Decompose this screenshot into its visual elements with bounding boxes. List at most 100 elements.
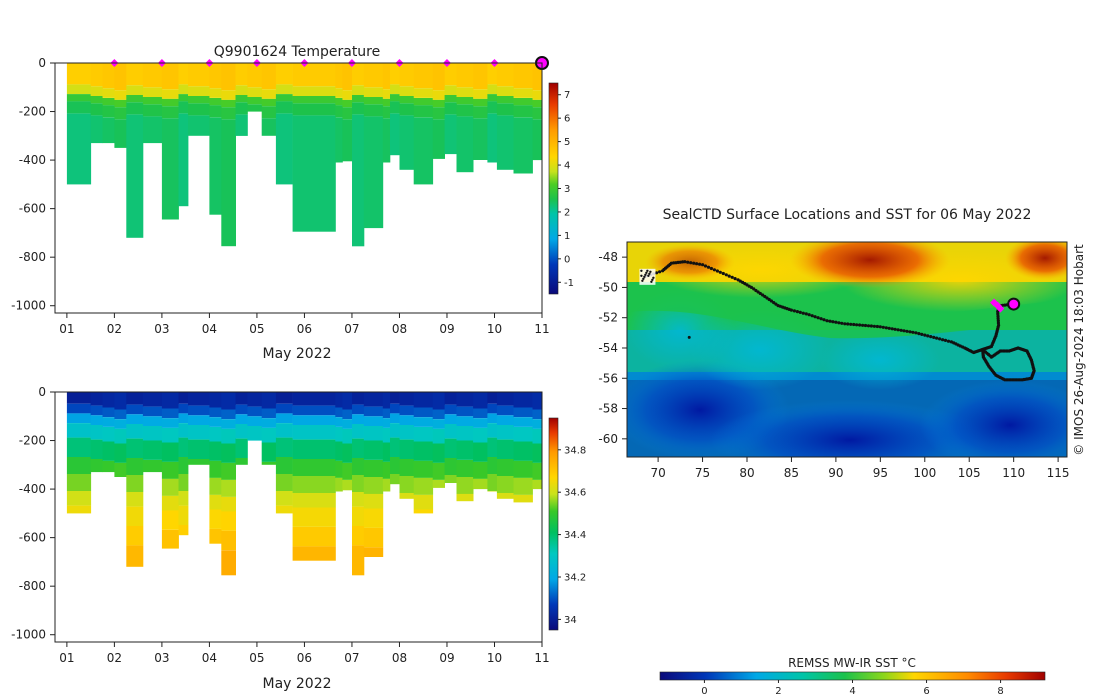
temperature-x-axis: 01 02 03 04 05 06 07 08 09 10 11	[59, 313, 550, 336]
temperature-cell-1-3	[90, 103, 103, 116]
salinity-cell-11-4	[235, 438, 248, 458]
seal-track-point	[899, 328, 903, 332]
seal-track-point	[801, 311, 805, 315]
seal-track-point	[813, 315, 817, 319]
salinity-cell-9-2	[209, 417, 222, 427]
salinity-cell-6-9	[161, 529, 179, 549]
salinity-cell-1-4	[90, 439, 103, 459]
salinity-cell-27-3	[473, 427, 488, 443]
salinity-cell-29-5	[496, 459, 514, 476]
temperature-cell-17-3	[342, 107, 353, 120]
salinity-cell-28-6	[487, 474, 498, 491]
salinity-cell-8-5	[188, 459, 210, 465]
salinity-cell-17-5	[342, 462, 353, 480]
seal-track-point	[875, 324, 880, 329]
salinity-cell-17-6	[342, 479, 353, 491]
salinity-cell-19-8	[363, 508, 384, 528]
temperature-x-tick-label: 02	[107, 322, 122, 336]
temperature-colorbar-tick-label: 6	[564, 114, 570, 125]
temperature-cell-28-0	[487, 63, 498, 85]
salinity-cell-7-0	[178, 392, 189, 404]
seal-track-point	[866, 324, 871, 328]
temperature-cell-8-1	[188, 86, 210, 96]
temperature-colorbar-tick-label: 4	[564, 161, 570, 172]
salinity-cell-21-5	[390, 457, 400, 474]
salinity-cell-0-0	[66, 392, 92, 404]
seal-track-point	[686, 260, 690, 264]
sst-colorbar-tick-label: 4	[849, 686, 855, 697]
temperature-cell-14-0	[275, 63, 293, 85]
track-start-point	[640, 274, 643, 277]
seal-track-point	[881, 325, 885, 329]
seal-track-point	[929, 335, 933, 339]
temperature-cell-23-1	[413, 88, 434, 98]
salinity-cell-16-5	[335, 460, 343, 478]
seal-track-point	[816, 316, 820, 320]
salinity-cell-22-1	[399, 405, 415, 416]
seal-track-point	[749, 285, 754, 289]
salinity-x-tick-label: 03	[154, 651, 169, 665]
temperature-cell-14-2	[275, 94, 293, 102]
seal-track-point	[878, 325, 882, 329]
map-x-tick-label: 110	[1002, 466, 1025, 480]
salinity-y-tick-label: -200	[19, 434, 46, 448]
salinity-cell-7-7	[178, 491, 189, 506]
seal-track-point	[689, 261, 693, 265]
temperature-cell-8-4	[188, 115, 210, 136]
salinity-colorbar-tick-label: 34	[564, 615, 577, 626]
temperature-title: Q9901624 Temperature	[214, 44, 381, 60]
salinity-cell-22-3	[399, 425, 415, 440]
map-axes-frame	[626, 241, 1068, 458]
salinity-y-tick-label: 0	[38, 385, 46, 399]
salinity-colorbar-tick-label: 34.6	[564, 488, 586, 499]
salinity-cell-16-0	[335, 392, 343, 408]
temperature-x-tick-label: 10	[487, 322, 502, 336]
salinity-cell-18-3	[352, 424, 365, 439]
temperature-cell-17-1	[342, 90, 353, 100]
salinity-cell-24-5	[432, 462, 445, 480]
temperature-section	[66, 63, 543, 247]
temperature-cell-19-4	[363, 116, 384, 229]
salinity-cell-26-7	[456, 493, 474, 502]
salinity-cell-23-6	[413, 477, 434, 495]
map-x-tick-label: 105	[958, 466, 981, 480]
temperature-cell-10-3	[221, 107, 236, 120]
temperature-cell-5-3	[142, 104, 163, 117]
temperature-cell-1-2	[90, 96, 103, 104]
temperature-cell-4-0	[126, 63, 144, 86]
salinity-cell-27-5	[473, 461, 488, 479]
salinity-cell-18-7	[352, 492, 365, 507]
salinity-cell-9-8	[209, 509, 222, 529]
temperature-cell-30-2	[513, 98, 533, 106]
salinity-cell-26-2	[456, 416, 474, 426]
seal-track-point	[804, 312, 808, 316]
temperature-cell-11-4	[235, 114, 248, 136]
temperature-cell-15-4	[292, 115, 336, 232]
temperature-y-tick-label: -200	[19, 105, 46, 119]
salinity-cell-11-1	[235, 404, 248, 415]
seal-track-point	[810, 314, 814, 318]
sst-colorbar-tick-label: 2	[775, 686, 781, 697]
salinity-cell-18-9	[352, 526, 365, 546]
salinity-y-tick-label: -800	[19, 579, 46, 593]
salinity-cell-16-3	[335, 427, 343, 442]
temperature-cell-6-0	[161, 63, 179, 90]
temperature-cell-18-4	[352, 114, 365, 247]
salinity-cell-27-1	[473, 408, 488, 419]
salinity-cell-0-6	[66, 474, 92, 491]
map-y-tick-label: -48	[598, 250, 618, 264]
salinity-cell-16-1	[335, 407, 343, 418]
salinity-cell-4-3	[126, 424, 144, 439]
salinity-cell-28-5	[487, 457, 498, 474]
seal-track-point	[911, 330, 915, 334]
salinity-cell-17-1	[342, 409, 353, 420]
salinity-cell-4-9	[126, 526, 144, 546]
salinity-cell-0-8	[66, 505, 92, 514]
temperature-cell-16-2	[335, 98, 343, 106]
salinity-cell-16-2	[335, 417, 343, 427]
temperature-cell-8-2	[188, 96, 210, 104]
temperature-cell-6-4	[161, 118, 179, 220]
sst-field	[627, 242, 1067, 457]
temperature-cell-3-3	[114, 107, 127, 120]
